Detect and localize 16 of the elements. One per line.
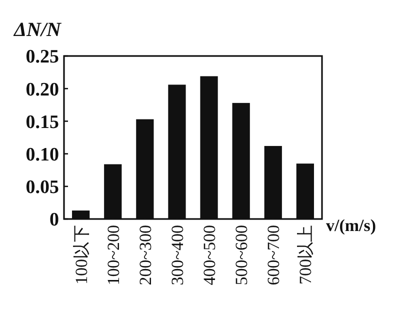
x-tick-label: 100以下 [72, 225, 91, 284]
y-tick-label: 0.15 [26, 112, 59, 133]
x-tick-label: 400~500 [200, 225, 220, 286]
x-axis-title: v/(m/s) [326, 216, 376, 235]
y-tick-label: 0.25 [26, 46, 59, 68]
x-tick-label: 600~700 [264, 225, 284, 286]
y-tick-label: 0.05 [26, 177, 59, 198]
x-tick-label: 300~400 [168, 225, 187, 286]
y-tick-label: 0 [50, 210, 59, 231]
x-tick-label: 100~200 [104, 225, 123, 286]
x-tick-label: 700以上 [296, 225, 316, 284]
y-axis-title: ΔN/N [13, 19, 63, 41]
y-tick-label: 0.20 [26, 79, 59, 100]
y-tick-label: 0.10 [26, 144, 59, 166]
x-tick-label: 200~300 [136, 225, 155, 286]
x-tick-label: 500~600 [232, 225, 252, 286]
